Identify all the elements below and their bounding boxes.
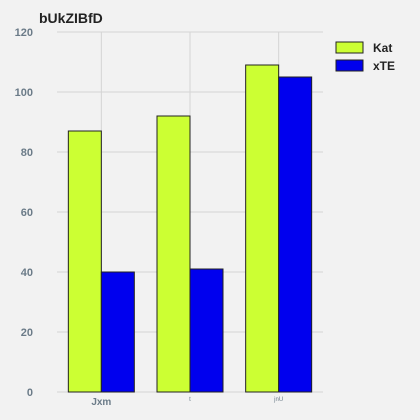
x-tick-label: jnU [273, 397, 283, 403]
legend-label: xTE [373, 59, 395, 73]
y-tick-label: 60 [21, 207, 33, 219]
bar-xTE-jnU [278, 76, 313, 393]
legend-swatch-xTE [335, 59, 364, 72]
y-tick-label: 40 [21, 267, 33, 279]
y-tick-label: 20 [21, 327, 33, 339]
chart-title: bUkZIBfD [39, 10, 103, 26]
x-tick-label: Jxm [91, 397, 111, 408]
legend-swatch-Kat [335, 41, 364, 54]
x-tick-label: t [189, 397, 191, 403]
bar-xTE-Jxm [100, 271, 135, 393]
x-axis: Jxm t jnU [91, 397, 283, 408]
bar-xTE-t [189, 268, 224, 393]
bars [67, 64, 313, 393]
legend-label: Kat [373, 41, 392, 55]
y-tick-label: 80 [21, 147, 33, 159]
y-axis: 0 20 40 60 80 100 120 [15, 27, 33, 399]
y-tick-label: 120 [15, 27, 33, 39]
bar-Kat-jnU [245, 64, 280, 393]
y-tick-label: 0 [27, 387, 33, 399]
y-tick-label: 100 [15, 87, 33, 99]
bar-Kat-Jxm [67, 130, 102, 393]
bar-Kat-t [156, 115, 191, 393]
legend: Kat xTE [335, 41, 395, 73]
